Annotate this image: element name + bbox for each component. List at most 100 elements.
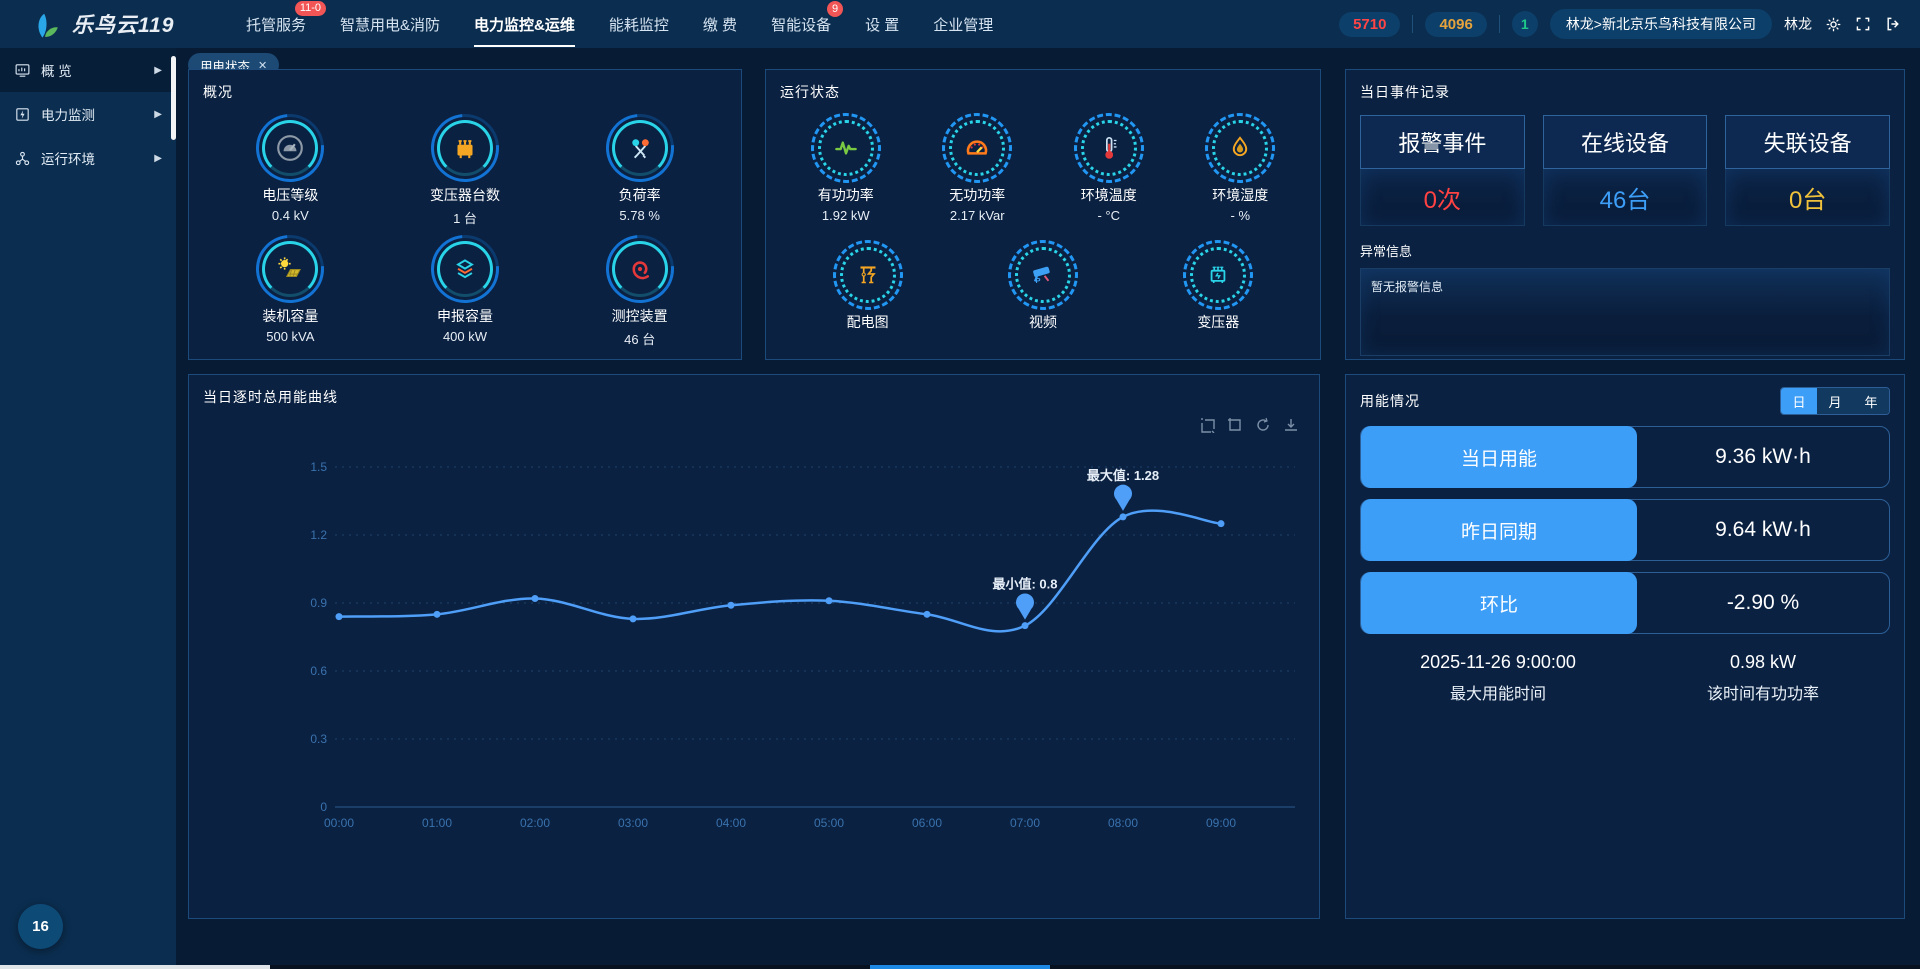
stat-declared-capacity[interactable]: 申报容量 400 kW (378, 233, 553, 354)
stat-transformer-count[interactable]: 变压器台数 1 台 (378, 112, 553, 233)
close-icon[interactable]: ✕ (258, 59, 268, 72)
stat-label: 申报容量 (436, 308, 493, 324)
svg-text:最大值: 1.28: 最大值: 1.28 (1087, 468, 1159, 483)
sidebar-item-overview[interactable]: 概 览 ▶ (0, 48, 176, 92)
card-online-devices[interactable]: 在线设备 46台 (1542, 115, 1708, 226)
stat-label: 配电图 (846, 314, 889, 330)
chart-toolbar (1199, 417, 1299, 433)
yesterday-usage-button[interactable]: 昨日同期 (1361, 499, 1637, 561)
company-selector[interactable]: 林龙>新北京乐鸟科技有限公司 (1549, 9, 1772, 39)
gear-icon[interactable] (1824, 15, 1842, 33)
stat-value: - °C (1097, 208, 1121, 223)
svg-text:0.3: 0.3 (310, 732, 327, 746)
nav-item-hosting[interactable]: 托管服务 11-0 (246, 0, 327, 35)
stat-label: 负荷率 (618, 187, 661, 203)
panel-title: 用能情况 (1360, 393, 1420, 409)
nav-label: 缴 费 (702, 16, 738, 34)
stat-value: 400 kW (442, 329, 488, 344)
sidebar-scrollbar[interactable] (171, 56, 176, 140)
nav-item-power-monitoring[interactable]: 电力监控&运维 (474, 14, 575, 47)
speedometer-icon (966, 140, 988, 155)
stat-ring (262, 241, 319, 297)
stat-ring (436, 120, 493, 176)
dashboard-icon (15, 63, 30, 77)
shortcut-transformer[interactable]: 变压器 (1131, 239, 1306, 338)
stat-ring (611, 241, 668, 297)
horizontal-scrollbar[interactable] (0, 965, 1920, 969)
stat-ring (817, 120, 874, 176)
stat-value: 5.78 % (619, 208, 660, 223)
stat-ambient-humidity[interactable]: 环境湿度 - % (1175, 112, 1307, 229)
shortcut-video[interactable]: P 视频 (955, 239, 1130, 338)
chevron-right-icon: ▶ (154, 108, 162, 120)
alarm-count-pill[interactable]: 5710 (1339, 11, 1401, 37)
panel-energy-curve: 当日逐时总用能曲线 0 0.3 0.6 0.9 1.2 1.5 00:00 01:00 02:0… (188, 374, 1320, 919)
scrollbar-thumb[interactable] (870, 965, 1050, 969)
stat-measuring-devices[interactable]: 测控装置 46 台 (552, 233, 727, 354)
sidebar-item-environment[interactable]: 运行环境 ▶ (0, 136, 176, 180)
ratio-button[interactable]: 环比 (1361, 572, 1637, 634)
nav-item-smart-fire[interactable]: 智慧用电&消防 (340, 14, 440, 35)
nav-label: 能耗监控 (608, 16, 669, 34)
logo-icon (38, 13, 58, 38)
stat-load-rate[interactable]: 负荷率 5.78 % (552, 112, 727, 233)
gauge-icon (277, 135, 304, 161)
svg-text:06:00: 06:00 (912, 816, 942, 830)
nav-item-enterprise[interactable]: 企业管理 (933, 14, 993, 35)
toolbox-zoom-icon[interactable] (1199, 417, 1215, 433)
sidebar-item-power-monitor[interactable]: 电力监测 ▶ (0, 92, 176, 136)
transformer-icon (457, 140, 473, 159)
stat-voltage-level[interactable]: 电压等级 0.4 kV (203, 112, 378, 233)
chart-title: 当日逐时总用能曲线 (203, 389, 338, 405)
pulse-icon (834, 141, 857, 155)
tab-year[interactable]: 年 (1853, 388, 1889, 414)
logout-icon[interactable] (1884, 15, 1902, 33)
main-content: 用电状态 ✕ 概况 电压等级 0.4 kV 变压器台数 1 台 (176, 48, 1920, 969)
nav-label: 智能设备 (771, 16, 832, 34)
load-rate-icon (631, 139, 649, 159)
stat-label: 无功功率 (949, 187, 1006, 203)
warning-count-pill[interactable]: 4096 (1425, 11, 1487, 37)
nav-item-energy-monitoring[interactable]: 能耗监控 (609, 14, 669, 35)
nav-label: 企业管理 (933, 16, 994, 34)
card-alarm-events[interactable]: 报警事件 0次 (1360, 115, 1525, 226)
toolbox-refresh-icon[interactable] (1255, 417, 1271, 433)
droplet-icon (1233, 136, 1248, 157)
svg-text:07:00: 07:00 (1010, 816, 1040, 830)
stat-label: 测控装置 (611, 308, 668, 324)
fan-icon (15, 151, 30, 165)
user-name[interactable]: 林龙 (1784, 16, 1812, 32)
stat-ring (1080, 120, 1137, 176)
energy-row-today: 当日用能 9.36 kW·h (1360, 426, 1890, 488)
stat-active-power[interactable]: 有功功率 1.92 kW (780, 112, 912, 229)
floating-count-badge[interactable]: 16 (18, 904, 63, 949)
fullscreen-icon[interactable] (1854, 15, 1872, 33)
panel-title: 概况 (203, 84, 233, 100)
nav-badge: 11-0 (294, 0, 327, 16)
tab-day[interactable]: 日 (1781, 388, 1817, 414)
nav-item-settings[interactable]: 设 置 (865, 14, 899, 35)
card-title: 失联设备 (1725, 115, 1891, 169)
nav-label: 电力监控&运维 (474, 16, 575, 34)
toolbox-download-icon[interactable] (1283, 417, 1299, 433)
card-offline-devices[interactable]: 失联设备 0台 (1725, 115, 1891, 226)
today-usage-button[interactable]: 当日用能 (1361, 426, 1637, 488)
shortcut-distribution-diagram[interactable]: 配电图 (780, 239, 955, 338)
nav-item-smart-devices[interactable]: 智能设备 9 (771, 0, 844, 35)
card-title: 在线设备 (1542, 115, 1708, 169)
tab-month[interactable]: 月 (1817, 388, 1853, 414)
period-tabs: 日 月 年 (1780, 387, 1890, 415)
stat-label: 有功功率 (817, 187, 874, 203)
info-count-badge[interactable]: 1 (1511, 11, 1538, 37)
nav-item-payment[interactable]: 缴 费 (703, 14, 737, 35)
svg-text:0.9: 0.9 (310, 596, 327, 610)
stat-reactive-power[interactable]: 无功功率 2.17 kVar (912, 112, 1044, 229)
stat-ring (949, 120, 1006, 176)
sidebar-item-label: 电力监测 (41, 108, 95, 123)
svg-text:最小值: 0.8: 最小值: 0.8 (992, 577, 1057, 592)
toolbox-restore-icon[interactable] (1227, 417, 1243, 433)
energy-line-chart[interactable]: 0 0.3 0.6 0.9 1.2 1.5 00:00 01:00 02:00 03:00 04:0… (203, 439, 1303, 889)
stat-ambient-temperature[interactable]: 环境温度 - °C (1043, 112, 1175, 229)
stat-installed-capacity[interactable]: 装机容量 500 kVA (203, 233, 378, 354)
abnormal-info-label: 异常信息 (1360, 244, 1413, 259)
